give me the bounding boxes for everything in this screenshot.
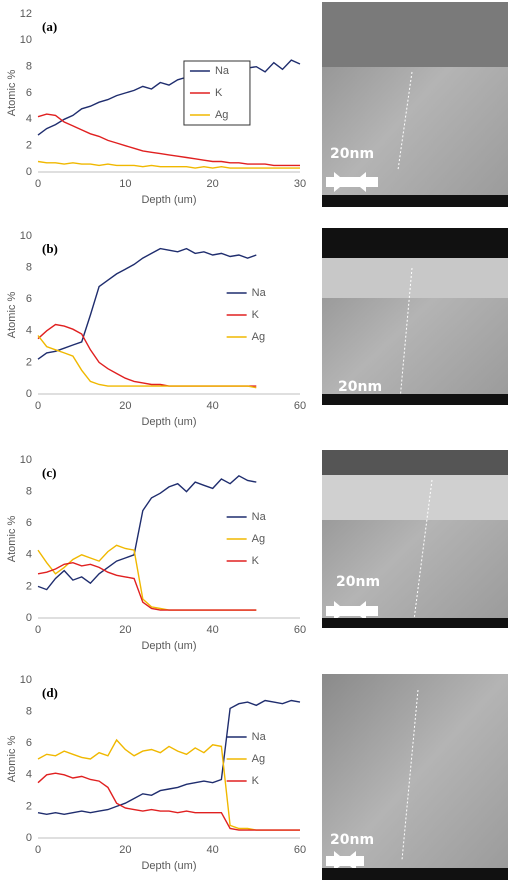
y-tick-label: 6 — [26, 87, 32, 99]
sem-image: 20nm — [322, 228, 508, 421]
chart: 0 2 4 6 8 10 12 0 10 20 30 Depth (um) Atomic % (a) Na K… — [6, 8, 306, 206]
legend-label: Ag — [252, 533, 265, 545]
series-line — [37, 699, 301, 816]
x-tick-label: 40 — [207, 624, 219, 636]
y-tick-label: 2 — [26, 356, 32, 368]
y-tick-label: 8 — [26, 486, 32, 498]
series-line — [37, 113, 300, 167]
x-tick-label: 20 — [119, 400, 131, 412]
x-tick-label: 30 — [294, 178, 306, 190]
y-tick-label: 0 — [26, 612, 32, 624]
x-tick-label: 40 — [207, 400, 219, 412]
x-tick-label: 60 — [294, 400, 306, 412]
x-tick-label: 60 — [294, 844, 306, 856]
chart: 0 2 4 6 8 10 0 20 40 60 Depth (um) Atomic % (b) Na K Ag — [6, 230, 306, 428]
legend-label: K — [252, 309, 260, 321]
series-line — [37, 474, 257, 591]
scale-label: 20nm — [330, 146, 374, 162]
y-tick-label: 8 — [26, 706, 32, 718]
panel-label: (c) — [42, 465, 56, 480]
legend-label: Ag — [252, 753, 265, 765]
scale-label: 20nm — [336, 574, 380, 590]
y-tick-label: 4 — [26, 549, 32, 561]
series-line — [37, 772, 300, 831]
y-tick-label: 0 — [26, 832, 32, 844]
y-tick-label: 6 — [26, 517, 32, 529]
y-tick-label: 8 — [26, 262, 32, 274]
scale-label: 20nm — [330, 832, 374, 848]
x-tick-label: 20 — [119, 624, 131, 636]
legend-label: Na — [252, 511, 267, 523]
sem-image: 20nm — [322, 450, 508, 628]
legend-label: Ag — [252, 331, 265, 343]
y-tick-label: 4 — [26, 325, 32, 337]
series-line — [37, 561, 257, 611]
y-tick-label: 2 — [26, 580, 32, 592]
y-tick-label: 8 — [26, 61, 32, 73]
y-tick-label: 4 — [26, 113, 32, 125]
x-tick-label: 0 — [35, 400, 41, 412]
chart: 0 2 4 6 8 10 0 20 40 60 Depth (um) Atomic % (c) Na Ag K — [6, 454, 306, 652]
x-tick-label: 0 — [35, 624, 41, 636]
x-axis-title: Depth (um) — [141, 194, 196, 206]
x-axis-title: Depth (um) — [141, 860, 196, 872]
x-tick-label: 20 — [207, 178, 219, 190]
x-tick-label: 0 — [35, 844, 41, 856]
series-line — [37, 247, 257, 360]
x-axis-title: Depth (um) — [141, 416, 196, 428]
y-axis-title: Atomic % — [6, 292, 18, 339]
y-tick-label: 0 — [26, 166, 32, 178]
y-tick-label: 0 — [26, 388, 32, 400]
y-axis-title: Atomic % — [6, 516, 18, 563]
series-line — [37, 160, 300, 169]
panel-label: (a) — [42, 19, 57, 34]
sem-image: 20nm — [322, 2, 508, 207]
y-tick-label: 10 — [20, 674, 32, 686]
y-tick-label: 2 — [26, 140, 32, 152]
legend-label: K — [215, 87, 223, 99]
x-tick-label: 0 — [35, 178, 41, 190]
series-line — [37, 335, 257, 389]
chart: 0 2 4 6 8 10 0 20 40 60 Depth (um) Atomic % (d) Na Ag K — [6, 674, 306, 872]
legend-label: Ag — [215, 109, 228, 121]
x-tick-label: 60 — [294, 624, 306, 636]
y-tick-label: 4 — [26, 769, 32, 781]
x-tick-label: 40 — [207, 844, 219, 856]
x-tick-label: 10 — [119, 178, 131, 190]
series-line — [37, 59, 301, 136]
legend-label: Na — [252, 731, 267, 743]
panel-label: (b) — [42, 241, 58, 256]
legend-label: Na — [252, 287, 267, 299]
y-tick-label: 10 — [20, 230, 32, 242]
legend-label: K — [252, 775, 260, 787]
y-tick-label: 6 — [26, 737, 32, 749]
x-axis-title: Depth (um) — [141, 640, 196, 652]
legend-label: Na — [215, 65, 230, 77]
legend-label: K — [252, 555, 260, 567]
scale-label: 20nm — [338, 379, 382, 395]
y-axis-title: Atomic % — [6, 70, 18, 117]
panel-label: (d) — [42, 685, 58, 700]
y-tick-label: 10 — [20, 454, 32, 466]
x-tick-label: 20 — [119, 844, 131, 856]
y-tick-label: 2 — [26, 800, 32, 812]
sem-image: 20nm — [322, 674, 508, 880]
y-tick-label: 10 — [20, 34, 32, 46]
y-tick-label: 12 — [20, 8, 32, 20]
y-axis-title: Atomic % — [6, 736, 18, 783]
y-tick-label: 6 — [26, 293, 32, 305]
